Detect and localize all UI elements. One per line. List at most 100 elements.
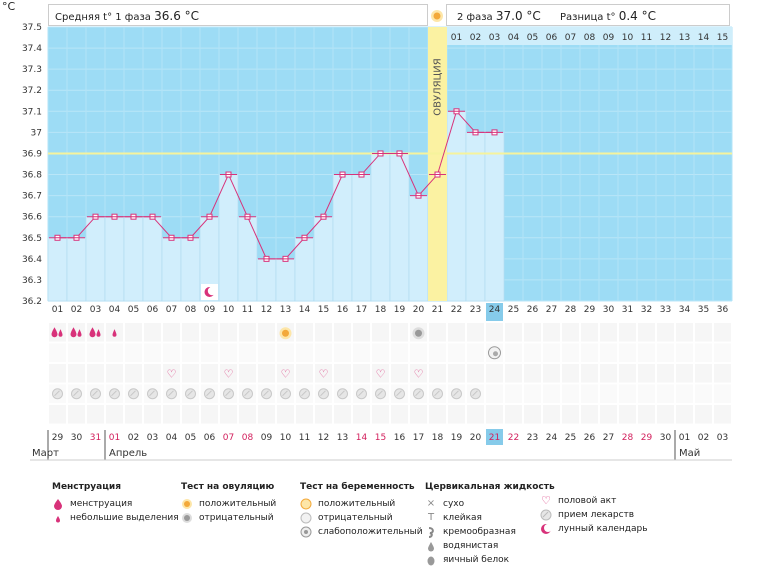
grid-cell xyxy=(561,322,580,343)
drop-heavy-icon xyxy=(96,329,101,337)
grid-cell xyxy=(523,363,542,384)
legend-item: кремообразная xyxy=(443,527,516,537)
calendar-date-label: 27 xyxy=(603,433,614,443)
cycle-day-label: 29 xyxy=(584,305,596,315)
cycle-day-label: 02 xyxy=(71,305,82,315)
grid-cell xyxy=(86,363,105,384)
calendar-date-label: 04 xyxy=(166,433,178,443)
pill-icon-line xyxy=(206,390,212,397)
calendar-date-label: 06 xyxy=(204,433,216,443)
grid-cell xyxy=(257,322,276,343)
month-label: Апрель xyxy=(109,448,147,459)
drop-heavy-icon xyxy=(51,327,58,338)
grid-cell xyxy=(599,404,618,425)
grid-cell xyxy=(276,363,295,384)
cycle-day-label: 06 xyxy=(147,305,159,315)
grid-cell xyxy=(561,363,580,384)
grid-cell xyxy=(295,404,314,425)
grid-cell xyxy=(143,342,162,363)
calendar-date-label: 31 xyxy=(90,433,101,443)
calendar-date-label: 12 xyxy=(318,433,329,443)
cycle-day-label: 26 xyxy=(527,305,539,315)
heart-icon: ♡ xyxy=(376,367,386,380)
temperature-bar xyxy=(332,174,353,302)
month-label: Март xyxy=(32,448,59,459)
grid-cell xyxy=(48,342,67,363)
grid-cell xyxy=(409,342,428,363)
legend-pregnancy-test: Тест на беременность положительный отриц… xyxy=(300,480,423,539)
cycle-day-label: 31 xyxy=(622,305,633,315)
calendar-date-label: 05 xyxy=(185,433,196,443)
grid-cell xyxy=(105,404,124,425)
temperature-bar xyxy=(47,237,68,302)
legend-item: половой акт xyxy=(558,496,617,506)
grid-cell xyxy=(637,404,656,425)
legend-ovulation-test: Тест на овуляцию положительный отрицател… xyxy=(181,480,276,525)
pill-icon xyxy=(223,388,234,400)
grid-cell xyxy=(694,342,713,363)
temperature-bar xyxy=(161,237,182,302)
grid-cell xyxy=(143,404,162,425)
grid-cell xyxy=(409,363,428,384)
calendar-date-label: 24 xyxy=(546,433,558,443)
grid-cell xyxy=(238,342,257,363)
grid-cell xyxy=(466,322,485,343)
grid-cell xyxy=(276,404,295,425)
phase2-day-label: 05 xyxy=(527,33,538,43)
grid-cell xyxy=(618,404,637,425)
calendar-date-label: 29 xyxy=(52,433,64,443)
grid-cell xyxy=(713,404,732,425)
cycle-day-label: 03 xyxy=(90,305,101,315)
legend-menstruation: Менструация менструация небольшие выделе… xyxy=(52,480,179,525)
grid-cell xyxy=(466,363,485,384)
grid-cell xyxy=(162,322,181,343)
grid-cell xyxy=(542,363,561,384)
cycle-day-label: 34 xyxy=(679,305,691,315)
grid-cell xyxy=(86,404,105,425)
grid-cell xyxy=(542,404,561,425)
grid-cell xyxy=(618,363,637,384)
grid-cell xyxy=(390,322,409,343)
grid-cell xyxy=(238,404,257,425)
diff-label: Разница t° xyxy=(559,12,616,23)
grid-cell xyxy=(580,363,599,384)
grid-cell xyxy=(542,342,561,363)
unit-label: °C xyxy=(2,0,16,13)
phase2-day-label: 02 xyxy=(470,33,481,43)
grid-cell xyxy=(428,363,447,384)
grid-cell xyxy=(314,342,333,363)
grid-cell xyxy=(238,363,257,384)
pill-icon xyxy=(90,388,101,400)
watery-icon xyxy=(425,540,437,552)
cycle-day-label: 30 xyxy=(603,305,615,315)
grid-cell xyxy=(447,363,466,384)
grid-cell xyxy=(523,404,542,425)
y-tick-label: 37.2 xyxy=(22,86,42,96)
grid-cell xyxy=(162,363,181,384)
grid-cell xyxy=(390,363,409,384)
grid-cell xyxy=(181,404,200,425)
grid-cell xyxy=(713,383,732,404)
heart-icon: ♡ xyxy=(281,367,291,380)
cycle-day-label: 19 xyxy=(394,305,406,315)
y-tick-label: 37 xyxy=(31,128,42,138)
pill-icon xyxy=(166,388,177,400)
phase2-day-label: 10 xyxy=(622,33,634,43)
grid-cell xyxy=(314,404,333,425)
pill-icon xyxy=(71,388,82,400)
grid-cell xyxy=(485,404,504,425)
grid-cell xyxy=(447,322,466,343)
legend-pregnancy-title: Тест на беременность xyxy=(300,482,415,492)
grid-cell xyxy=(523,322,542,343)
phase2-day-label: 04 xyxy=(508,33,520,43)
temperature-bar xyxy=(104,216,125,302)
grid-cell xyxy=(257,342,276,363)
temperature-bar xyxy=(123,216,144,302)
y-tick-label: 36.5 xyxy=(22,234,42,244)
grid-cell xyxy=(637,342,656,363)
pill-icon xyxy=(337,388,348,400)
legend-item: отрицательный xyxy=(318,513,393,523)
temperature-bar xyxy=(237,216,258,302)
grid-cell xyxy=(694,404,713,425)
